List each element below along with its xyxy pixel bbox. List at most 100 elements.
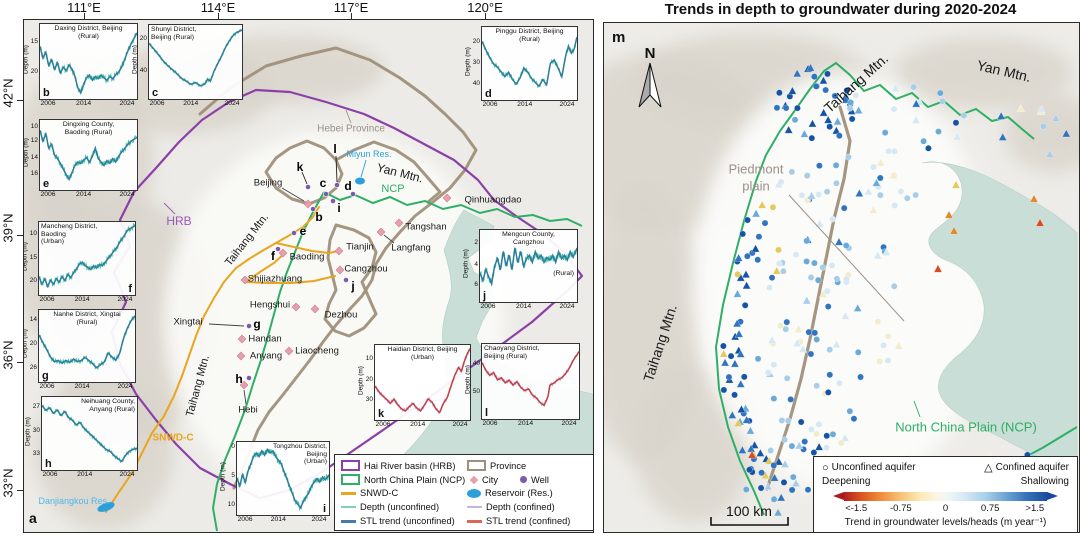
label-leader-line <box>163 202 176 215</box>
trend-marker-confined <box>1016 103 1026 113</box>
trend-marker-unconfined <box>778 417 786 424</box>
inset-title: Nanhe District, Xingtai (Rural) <box>41 311 133 326</box>
inset-plot-area: Nanhe District, Xingtai (Rural) g <box>38 309 136 383</box>
trend-marker-unconfined <box>776 260 783 267</box>
well-marker <box>310 206 316 212</box>
trend-marker-confined <box>734 253 744 262</box>
trend-marker-unconfined <box>780 479 788 486</box>
trend-marker-unconfined <box>742 486 750 493</box>
city-label: Anyang <box>249 350 283 362</box>
lon-tick-label: 120°E <box>467 0 503 15</box>
trend-colorbar <box>844 492 1047 501</box>
city-marker <box>310 304 320 314</box>
city-marker <box>335 265 345 275</box>
inset-panel-letter: e <box>43 178 50 190</box>
inset-y-tick: 15 <box>30 37 38 45</box>
inset-plot-area: Daxing District, Beijing (Rural) b <box>39 23 138 100</box>
trend-marker-confined <box>798 344 808 353</box>
trend-marker-unconfined <box>804 486 812 494</box>
well-letter: l <box>333 142 337 156</box>
trend-marker-confined <box>799 129 809 138</box>
trend-marker-confined <box>818 289 828 298</box>
trend-marker-unconfined <box>877 191 884 199</box>
inset-y-tick: 40 <box>472 360 480 367</box>
well-marker <box>334 182 340 188</box>
line-swatch <box>467 506 482 509</box>
trend-marker-unconfined <box>854 349 862 356</box>
colorbar-tick-label: >1.5 <box>1025 503 1045 514</box>
trend-marker-confined <box>792 338 802 347</box>
inset-x-tick: 2006 <box>149 100 165 107</box>
trend-marker-unconfined <box>824 303 832 310</box>
lon-tickmark <box>84 13 86 19</box>
inset-title: Shunyi District, Beijing (Rural) <box>151 26 240 41</box>
region-swatch <box>341 460 360 472</box>
trend-marker-unconfined <box>815 191 823 198</box>
trend-marker-confined <box>784 125 794 134</box>
trend-marker-confined <box>911 115 921 124</box>
well-marker <box>305 184 311 190</box>
trend-marker-confined <box>770 473 780 482</box>
inset-plot-area: Mancheng District, Baoding (Urban) f <box>38 221 136 296</box>
inset-title-line: Daxing District, Beijing <box>54 25 123 32</box>
inset-title-line: Haidian District, Beijing <box>387 346 458 353</box>
trend-marker-unconfined <box>758 469 765 477</box>
legend-item: Reservoir (Res.) <box>467 487 593 501</box>
label-leader-line <box>788 194 905 322</box>
trend-marker-unconfined <box>819 264 827 271</box>
lon-tick-label: 111°E <box>67 0 101 15</box>
trend-marker-unconfined <box>920 137 927 145</box>
trend-marker-confined <box>1045 149 1055 158</box>
trend-marker-unconfined <box>813 382 821 390</box>
scalebar-bracket <box>710 517 789 526</box>
inset-y-tick: 40 <box>139 67 147 75</box>
inset-title-line: Baoding <box>41 230 66 238</box>
legend-item-label: SNWD-C <box>360 488 399 499</box>
trend-marker-unconfined <box>761 219 769 227</box>
circle-marker-icon: ○ <box>822 461 829 474</box>
inset-chart-e: Depth (m) 10 12 14 16 Dingxing County, Baoding… <box>24 119 138 201</box>
city-label: Dezhou <box>324 309 358 321</box>
inset-y-tick: 30 <box>365 396 373 404</box>
lat-tickmark <box>17 235 23 237</box>
trend-marker-confined <box>998 132 1008 141</box>
province-boundary <box>264 139 344 206</box>
inset-x-tick: 2014 <box>517 101 533 108</box>
danjiangkou-reservoir <box>97 502 115 512</box>
city-marker <box>291 302 301 312</box>
inset-plot-area: Neihuang County, Anyang (Rural) h <box>41 396 138 471</box>
trend-marker-confined <box>854 188 864 197</box>
well-marker <box>343 277 349 283</box>
inset-title-line: Baoding (Rural) <box>64 128 113 136</box>
trend-marker-unconfined <box>740 373 748 381</box>
inset-x-tick: 2024 <box>452 421 468 428</box>
well-letter: h <box>235 372 243 386</box>
trend-marker-unconfined <box>824 70 831 78</box>
trend-marker-unconfined <box>880 341 887 349</box>
trend-marker-unconfined <box>754 256 762 264</box>
trend-marker-unconfined <box>770 361 778 369</box>
trend-marker-confined <box>864 187 873 196</box>
inset-title-line: (Urban) <box>303 458 327 466</box>
north-arrow-right <box>649 62 662 108</box>
inset-plot-area: Pinggu District, Beijing (Rural) d <box>481 26 578 101</box>
trend-marker-unconfined <box>803 172 811 179</box>
lon-tick-label: 114°E <box>200 0 236 15</box>
trend-marker-unconfined <box>824 389 832 396</box>
trend-marker-unconfined <box>769 203 777 211</box>
trend-marker-unconfined <box>746 466 753 474</box>
region-swatch <box>467 460 486 472</box>
trend-marker-unconfined <box>939 97 946 105</box>
trend-marker-unconfined <box>815 421 823 428</box>
well-icon <box>520 476 528 484</box>
inset-series-svg <box>375 345 470 420</box>
trend-marker-unconfined <box>910 83 917 91</box>
inset-y-tick: 30 <box>472 58 480 66</box>
trend-marker-unconfined <box>782 325 790 333</box>
trend-marker-unconfined <box>848 115 856 123</box>
trend-marker-confined <box>876 158 886 167</box>
trend-marker-unconfined <box>770 495 778 503</box>
trend-marker-unconfined <box>777 322 784 329</box>
trend-marker-confined <box>1036 104 1046 113</box>
map-label: SNWD-C <box>152 432 194 444</box>
